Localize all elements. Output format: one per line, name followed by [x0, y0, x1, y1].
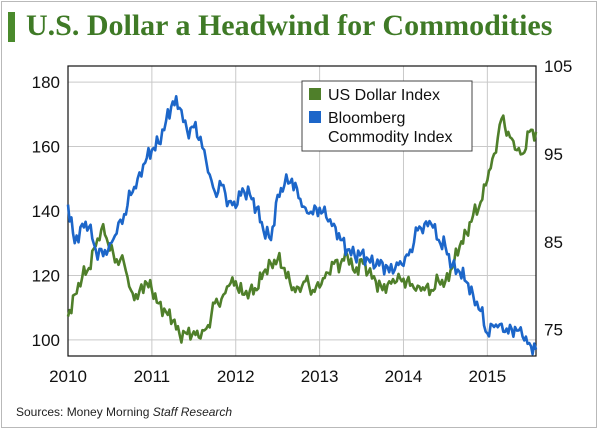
y-right-tick-label: 105 — [544, 57, 572, 76]
title-accent-bar — [8, 12, 15, 42]
legend-swatch-us-dollar-index — [309, 88, 321, 100]
source-prefix: Sources: Money Morning — [16, 405, 153, 419]
y-left-tick-label: 180 — [32, 73, 60, 92]
series-line-us-dollar-index — [66, 114, 538, 344]
legend-label-us-dollar-index: US Dollar Index — [328, 87, 440, 104]
x-tick-label: 2012 — [217, 367, 255, 386]
y-right-tick-label: 95 — [544, 145, 563, 164]
x-tick-label: 2014 — [385, 367, 423, 386]
x-tick-label: 2010 — [49, 367, 87, 386]
y-right-tick-label: 75 — [544, 321, 563, 340]
axis-layer: 100 120 140 160 180 2010 2011 2012 2013 2014 2015 7… — [32, 57, 573, 386]
source-note: Sources: Money Morning Staff Research — [16, 405, 232, 419]
x-tick-label: 2015 — [468, 367, 506, 386]
y-right-tick-label: 85 — [544, 233, 563, 252]
legend-label-bloomberg-commodity-index: Bloomberg Commodity Index — [328, 110, 453, 146]
series-layer — [66, 95, 538, 356]
chart-title: U.S. Dollar a Headwind for Commodities — [26, 9, 553, 42]
y-left-tick-label: 120 — [32, 266, 60, 285]
legend: US Dollar Index Bloomberg Commodity Index — [301, 80, 473, 152]
y-left-tick-label: 100 — [32, 331, 60, 350]
x-tick-label: 2013 — [301, 367, 339, 386]
y-left-tick-label: 160 — [32, 138, 60, 157]
x-tick-label: 2011 — [134, 367, 171, 386]
legend-box — [301, 80, 473, 152]
y-left-tick-label: 140 — [32, 202, 60, 221]
series-line-bloomberg-commodity-index — [66, 95, 538, 356]
legend-swatch-bloomberg-commodity-index — [309, 111, 321, 123]
source-italic: Staff Research — [152, 405, 233, 419]
